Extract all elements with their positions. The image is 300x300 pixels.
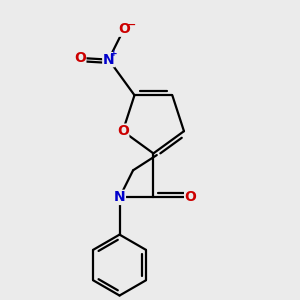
Text: O: O	[117, 124, 129, 138]
Text: N: N	[103, 52, 114, 67]
Text: O: O	[118, 22, 130, 36]
Text: O: O	[185, 190, 197, 204]
Text: N: N	[114, 190, 125, 204]
Text: −: −	[127, 20, 136, 30]
Text: +: +	[110, 49, 118, 58]
Text: O: O	[74, 51, 86, 65]
